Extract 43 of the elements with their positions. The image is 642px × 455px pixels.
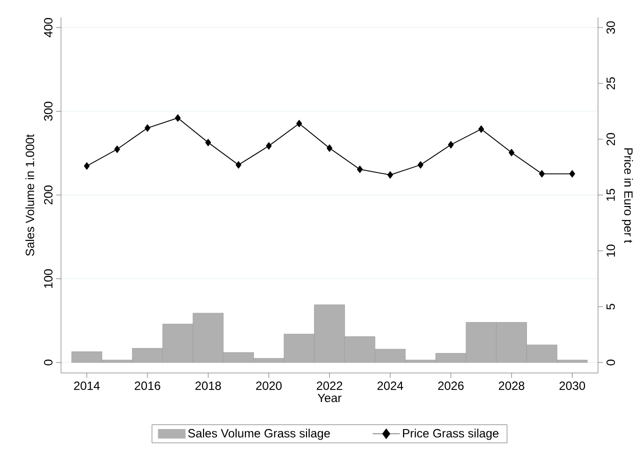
y2-tick-label: 25 [606, 77, 615, 90]
y2-tick-label: 5 [606, 304, 615, 310]
y2-tick-label: 0 [606, 360, 615, 366]
point [326, 144, 332, 152]
y2-tick-label: 20 [606, 133, 615, 146]
point [296, 120, 302, 128]
point [266, 142, 272, 150]
point [448, 141, 454, 148]
point [418, 161, 424, 169]
point [174, 114, 181, 122]
x-tick-label: 2018 [195, 382, 221, 390]
y2-tick-label: 30 [606, 21, 615, 34]
x-tick-label: 2022 [316, 382, 342, 390]
y-tick-label: 300 [44, 102, 52, 121]
y-tick-label: 0 [44, 360, 52, 366]
x-tick-label: 2030 [560, 382, 586, 390]
x-tick-label: 2028 [498, 382, 524, 390]
legend-label: Sales Volume Grass silage [188, 428, 330, 440]
y2-tick-label: 10 [606, 244, 615, 257]
x-tick-label: 2024 [377, 382, 404, 390]
x-axis-title: Year [318, 394, 342, 402]
y-tick-label: 400 [44, 18, 52, 38]
legend-label: Price Grass silage [403, 428, 498, 440]
x-tick-label: 2020 [256, 382, 282, 390]
point [508, 148, 514, 156]
y-tick-label: 200 [44, 186, 52, 204]
point [114, 146, 120, 153]
y-tick-label: 100 [44, 269, 52, 288]
point [144, 124, 150, 132]
y2-axis-title: Price in Euro per t [622, 148, 633, 243]
point [236, 161, 242, 169]
y-axis-title: Sales Volume in 1.000t [25, 134, 34, 256]
x-tick-label: 2016 [134, 382, 160, 390]
point [205, 138, 212, 146]
point [84, 162, 90, 170]
point [357, 166, 363, 173]
point [539, 170, 545, 178]
x-tick-label: 2026 [438, 382, 464, 390]
point [569, 170, 576, 178]
point [387, 171, 394, 179]
point [478, 125, 484, 133]
x-tick-label: 2014 [74, 382, 100, 390]
y2-tick-label: 15 [606, 188, 615, 201]
